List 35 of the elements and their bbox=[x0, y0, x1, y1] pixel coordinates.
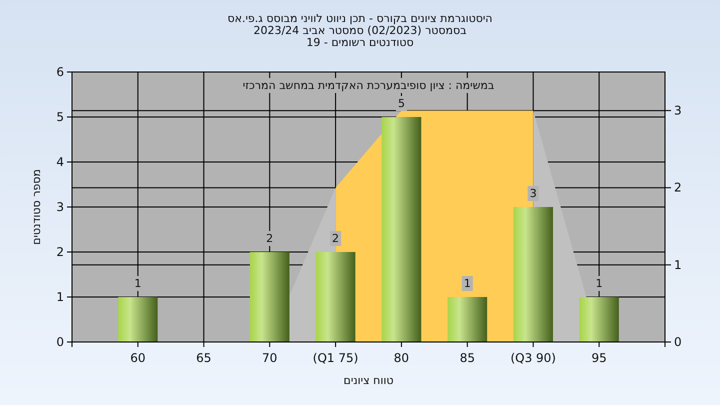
data-label: 3 bbox=[530, 187, 537, 200]
y2-tick-label: 3 bbox=[674, 104, 682, 118]
data-label: 1 bbox=[596, 277, 603, 290]
chart-subtitle: בסמסטר (02/2023) סמסטר אביב 2023/24 סטודנטים רשומים - 19 bbox=[253, 24, 467, 49]
data-label: 1 bbox=[464, 277, 471, 290]
y-tick-label: 2 bbox=[56, 245, 64, 259]
y-tick-label: 5 bbox=[56, 110, 64, 124]
data-label: 2 bbox=[266, 232, 274, 245]
bar bbox=[579, 297, 619, 342]
y-tick-label: 3 bbox=[56, 200, 64, 214]
data-label: 2 bbox=[332, 232, 340, 245]
bar bbox=[118, 297, 158, 342]
x-tick-label: 85 bbox=[460, 351, 475, 365]
x-axis-title: טווח ציונים bbox=[344, 374, 394, 387]
y2-tick-label: 1 bbox=[674, 258, 682, 272]
data-label: 1 bbox=[134, 277, 142, 290]
x-tick-label: 65 bbox=[196, 351, 212, 365]
annotation: במשימה : ציון סופיבמערכת האקדמית במחשב המרכזי bbox=[242, 79, 494, 92]
x-tick-label: (Q3 90) bbox=[510, 351, 556, 365]
bar bbox=[382, 117, 422, 342]
y2-tick-label: 2 bbox=[674, 180, 682, 195]
data-label: 5 bbox=[398, 97, 405, 110]
x-tick-label: 80 bbox=[394, 351, 410, 365]
bar bbox=[448, 297, 488, 342]
x-tick-label: 60 bbox=[130, 351, 146, 365]
x-tick-label: 70 bbox=[262, 351, 278, 365]
x-tick-label: 95 bbox=[591, 351, 607, 365]
y-tick-label: 0 bbox=[56, 335, 64, 349]
chart-title: היסטוגרמת ציונים בקורס - תכן ניווט לוויני מבוסס ג.פי.אס bbox=[227, 12, 493, 25]
x-tick-label: (Q1 75) bbox=[312, 351, 358, 365]
y-tick-label: 6 bbox=[56, 65, 64, 79]
y-tick-label: 1 bbox=[56, 290, 64, 304]
y2-tick-label: 0 bbox=[674, 335, 682, 349]
y-tick-label: 4 bbox=[56, 155, 64, 169]
y-axis-title: מספר סטודנטים bbox=[30, 169, 43, 245]
